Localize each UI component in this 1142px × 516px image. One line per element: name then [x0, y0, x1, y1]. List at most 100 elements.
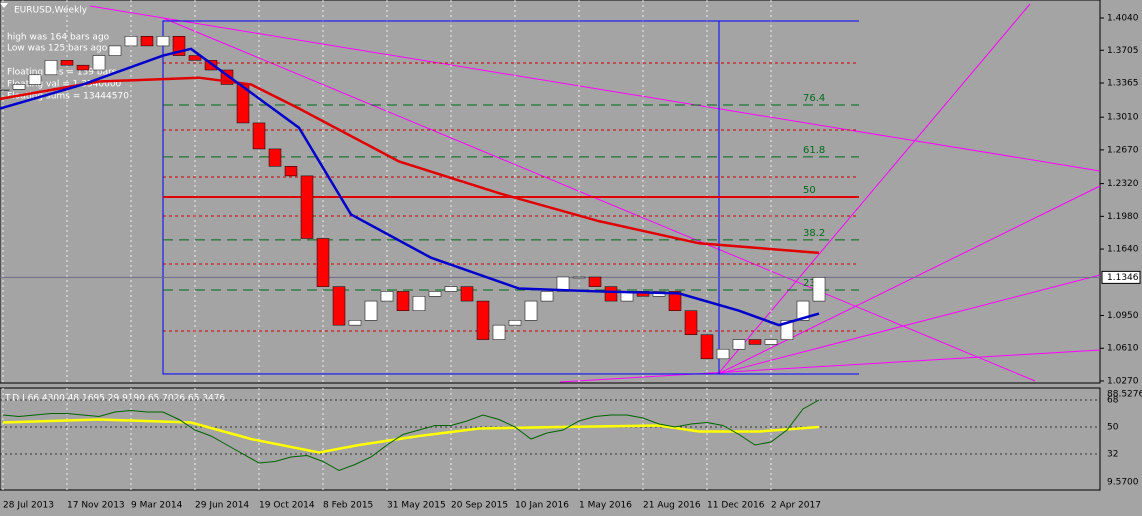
- y-tick-label: 1.2670: [1107, 145, 1139, 155]
- menu-arrow[interactable]: [0, 3, 8, 8]
- candle: [396, 291, 410, 311]
- indicator-panel: [0, 387, 1101, 491]
- candle: [780, 320, 794, 340]
- y-tick-label: 1.0610: [1107, 344, 1139, 354]
- candle: [140, 36, 154, 47]
- trendline: [717, 274, 1101, 375]
- y-tick-label: 1.1980: [1107, 212, 1139, 222]
- candle: [124, 36, 138, 47]
- line: [0, 47, 820, 327]
- price-panel: [0, 0, 1101, 384]
- candle: [76, 64, 90, 71]
- y-tick-label: 32: [1107, 450, 1118, 460]
- candle: [716, 348, 730, 360]
- indicator-title: T.D.I 66.4300 48.1695 29.9190 65.7026 65…: [4, 394, 225, 404]
- candle: [668, 291, 682, 311]
- candle: [268, 148, 282, 167]
- x-tick-label: 2 Apr 2017: [771, 501, 821, 511]
- y-tick-label: 68: [1107, 396, 1119, 406]
- info-line: Floating sums = 13444570: [7, 92, 129, 102]
- x-tick-label: 11 Dec 2016: [707, 501, 765, 511]
- chart-title: EURUSD,Weekly: [14, 6, 88, 16]
- candle: [412, 296, 426, 311]
- x-tick-label: 1 May 2016: [579, 501, 632, 511]
- info-line: Floating val = 1.3340000: [7, 80, 122, 90]
- x-tick-label: 29 Jun 2014: [195, 501, 249, 511]
- candle: [188, 55, 202, 61]
- candle: [28, 74, 42, 85]
- candle: [156, 36, 170, 47]
- trendlines: [89, 3, 1101, 383]
- fib-label: 61.8: [803, 145, 825, 156]
- candle: [764, 339, 778, 345]
- candle: [316, 238, 330, 287]
- fib-label: 38.2: [803, 228, 825, 239]
- candle: [700, 334, 714, 360]
- x-tick-label: 17 Nov 2013: [67, 501, 125, 511]
- indicator-min-label: 9.5700: [1107, 478, 1139, 488]
- last-price-label: 1.1346: [1107, 273, 1139, 283]
- candle: [364, 300, 378, 321]
- candle: [572, 276, 586, 279]
- indicator-max-label: 88.5276: [1107, 390, 1142, 400]
- candle: [204, 60, 218, 71]
- x-tick-label: 21 Aug 2016: [643, 501, 701, 511]
- y-tick-label: 1.3705: [1107, 46, 1139, 56]
- candle: [556, 276, 570, 292]
- info-line: Low was 125 bars ago: [7, 44, 108, 54]
- candle: [332, 286, 346, 326]
- x-tick-label: 20 Sep 2015: [451, 501, 508, 511]
- fib-label: 50: [803, 185, 816, 196]
- line: [2, 399, 820, 472]
- trendline: [717, 3, 1031, 375]
- candle: [348, 320, 362, 326]
- candle: [92, 55, 106, 71]
- candle: [748, 339, 762, 345]
- candle: [300, 175, 314, 239]
- candle: [252, 122, 266, 150]
- info-line: high was 164 bars ago: [7, 33, 110, 43]
- fib-label: 76.4: [803, 93, 825, 104]
- info-line: Floating was = 139 bars: [7, 68, 117, 78]
- candle: [604, 286, 618, 302]
- y-tick-label: 1.0270: [1107, 376, 1139, 386]
- trendline: [717, 185, 1101, 375]
- candle: [284, 166, 298, 177]
- trendline: [89, 5, 1101, 172]
- candle: [540, 291, 554, 302]
- y-tick-label: 1.2320: [1107, 179, 1139, 189]
- x-tick-label: 28 Jul 2013: [3, 501, 54, 511]
- x-tick-label: 31 May 2015: [387, 501, 446, 511]
- candle: [508, 320, 522, 326]
- candle: [444, 286, 458, 292]
- line: [2, 418, 820, 454]
- x-tick-label: 10 Jan 2016: [515, 501, 569, 511]
- candle: [796, 300, 810, 321]
- x-tick-label: 19 Oct 2014: [259, 501, 315, 511]
- trendline: [162, 17, 1036, 382]
- trendline: [559, 349, 1101, 383]
- line: [0, 76, 820, 255]
- candle: [684, 310, 698, 336]
- x-tick-label: 8 Feb 2015: [323, 501, 373, 511]
- candle: [60, 60, 74, 66]
- candle: [492, 324, 506, 340]
- candle: [476, 300, 490, 340]
- candle: [0, 89, 10, 91]
- candle: [44, 60, 58, 76]
- x-tick-label: 9 Mar 2014: [131, 501, 183, 511]
- candle: [524, 300, 538, 321]
- candle: [380, 291, 394, 302]
- candle: [732, 339, 746, 350]
- y-tick-label: 1.1640: [1107, 245, 1139, 255]
- candle: [108, 45, 122, 56]
- y-tick-label: 1.4040: [1107, 14, 1139, 24]
- candle: [428, 291, 442, 297]
- y-tick-label: 1.3010: [1107, 113, 1139, 123]
- candle: [812, 277, 826, 302]
- candle: [12, 84, 26, 90]
- y-tick-label: 1.0950: [1107, 311, 1139, 321]
- candle: [588, 276, 602, 287]
- candle: [460, 286, 474, 302]
